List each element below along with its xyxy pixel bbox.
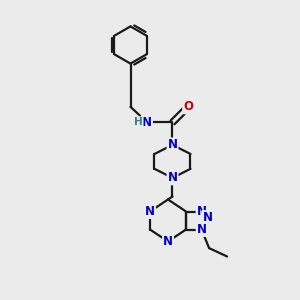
Text: N: N bbox=[196, 223, 207, 236]
Text: O: O bbox=[183, 100, 193, 113]
Text: N: N bbox=[196, 205, 207, 218]
Text: H: H bbox=[134, 117, 143, 127]
Text: N: N bbox=[142, 116, 152, 129]
Text: N: N bbox=[202, 211, 213, 224]
Text: N: N bbox=[167, 171, 178, 184]
Text: N: N bbox=[145, 205, 155, 218]
Text: N: N bbox=[163, 235, 173, 248]
Text: N: N bbox=[167, 138, 178, 152]
